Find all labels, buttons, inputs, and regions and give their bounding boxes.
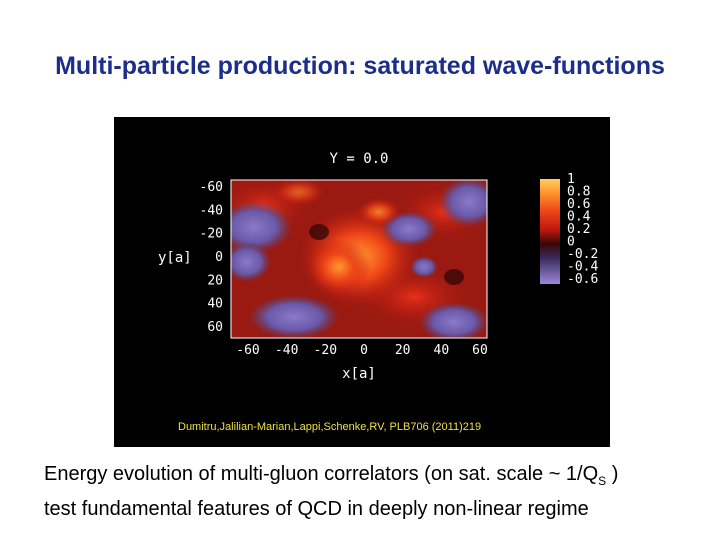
colorbar-tick-label: 0 — [567, 235, 575, 250]
colorbar-tick-label: 0.2 — [567, 222, 590, 237]
colorbar — [540, 179, 560, 284]
plot-frame — [230, 179, 488, 339]
x-tick-label: -60 — [236, 343, 259, 358]
caption-line-1: Energy evolution of multi-gluon correlat… — [44, 460, 704, 495]
x-tick-label: 0 — [360, 343, 368, 358]
plot-title: Y = 0.0 — [329, 151, 388, 167]
x-axis-label: x[a] — [342, 366, 376, 382]
x-tick-labels: -60 -40 -20 0 20 40 60 — [236, 343, 488, 358]
x-tick-label: -40 — [275, 343, 298, 358]
caption-line-1-text: Energy evolution of multi-gluon correlat… — [44, 463, 599, 485]
caption-subscript: S — [598, 474, 607, 488]
x-tick-label: 60 — [472, 343, 488, 358]
y-tick-label: 0 — [215, 250, 223, 265]
slide-title: Multi-particle production: saturated wav… — [55, 52, 665, 80]
colorbar-tick-label: -0.2 — [567, 247, 598, 262]
heatmap-svg: Y = 0.0 -60 -40 -20 0 20 40 60 -60 -40 -20 0 20 40 6… — [158, 151, 598, 433]
x-tick-label: 20 — [395, 343, 411, 358]
y-tick-label: 60 — [207, 320, 223, 335]
y-tick-label: 20 — [207, 273, 223, 288]
caption-line-2: test fundamental features of QCD in deep… — [44, 498, 589, 520]
caption-line-1-end: ) — [606, 463, 619, 485]
y-tick-label: -40 — [200, 203, 223, 218]
y-tick-label: 40 — [207, 297, 223, 312]
heatmap-figure: Y = 0.0 -60 -40 -20 0 20 40 60 -60 -40 -20 0 20 40 6… — [114, 117, 610, 447]
colorbar-tick-label: -0.6 — [567, 272, 598, 287]
colorbar-tick-label: 0.4 — [567, 210, 591, 225]
x-tick-label: 40 — [434, 343, 450, 358]
y-axis-label: y[a] — [158, 250, 192, 266]
y-tick-label: -20 — [200, 227, 223, 242]
colorbar-tick-label: 0.8 — [567, 185, 590, 200]
colorbar-tick-labels: 10.80.60.40.20-0.2-0.4-0.6 — [567, 172, 598, 287]
colorbar-tick-label: 1 — [567, 172, 575, 187]
x-tick-label: -20 — [314, 343, 337, 358]
colorbar-tick-label: 0.6 — [567, 197, 590, 212]
colorbar-tick-label: -0.4 — [567, 260, 598, 275]
citation: Dumitru,Jalilian-Marian,Lappi,Schenke,RV… — [178, 421, 481, 433]
y-tick-labels: -60 -40 -20 0 20 40 60 — [200, 180, 223, 335]
slide-caption: Energy evolution of multi-gluon correlat… — [44, 460, 704, 523]
y-tick-label: -60 — [200, 180, 223, 195]
heatmap-field — [231, 180, 487, 338]
